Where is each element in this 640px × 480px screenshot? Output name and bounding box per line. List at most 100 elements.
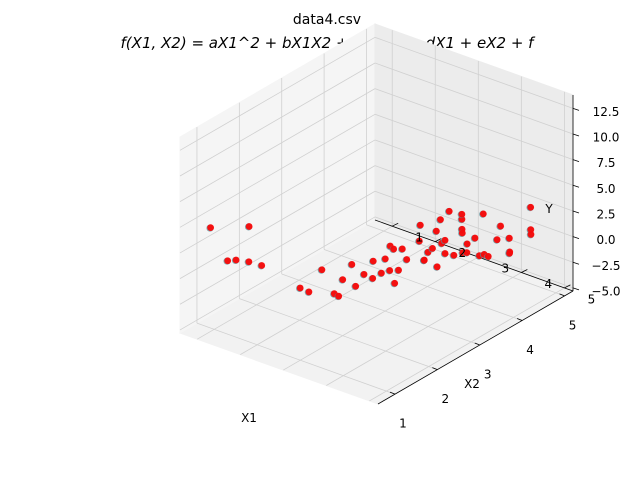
fitted-point [458, 229, 466, 237]
fitted-point [416, 221, 424, 229]
fitted-point [245, 258, 253, 266]
fitted-point [348, 261, 356, 268]
fitted-point [420, 256, 428, 264]
grid-line [179, 216, 376, 331]
fitted-point [450, 251, 458, 259]
fitted-point [369, 257, 377, 265]
fitted-point [506, 249, 513, 257]
fitted-point [369, 274, 377, 282]
z-tick-label: 5.0 [596, 182, 615, 196]
grid-line [323, 249, 523, 321]
grid-line [179, 190, 376, 305]
fitted-point [391, 279, 399, 287]
grid-line [196, 322, 396, 395]
tick-mark [559, 293, 565, 297]
tick-mark [564, 284, 571, 289]
fitted-point [381, 255, 389, 263]
grid-line [179, 139, 376, 254]
grid-line [197, 225, 393, 340]
fitted-point [505, 234, 513, 242]
fitted-point [415, 237, 423, 245]
fitted-point [258, 262, 266, 269]
y-axis-label: X2 [464, 377, 480, 391]
tick-mark [521, 269, 528, 273]
tick-mark [572, 287, 580, 291]
grid-line [374, 216, 574, 289]
grid-line [239, 298, 438, 370]
fitted-point [318, 266, 326, 274]
z-tick-label: −5.0 [591, 284, 620, 298]
z-tick-label: 0.0 [596, 233, 615, 247]
grid-line [179, 88, 376, 202]
y-axis-line [374, 219, 574, 292]
fitted-point [463, 240, 471, 248]
z-tick-label: 7.5 [596, 156, 615, 170]
fitted-point [497, 222, 505, 230]
fitted-point [471, 234, 479, 242]
grid-line [369, 287, 565, 402]
tick-mark [389, 391, 396, 395]
z-axis-label: Y [544, 202, 553, 216]
fitted-point [339, 276, 347, 284]
fitted-point [390, 245, 398, 253]
fitted-point [335, 292, 343, 300]
tick-mark [572, 261, 580, 265]
grid-line [374, 62, 574, 135]
fitted-point [441, 250, 449, 257]
fitted-point [441, 236, 449, 244]
tick-marks [389, 107, 580, 395]
fitted-point [527, 226, 535, 233]
grid-line [374, 88, 574, 161]
grid-line [283, 256, 479, 371]
axes-panes [178, 23, 575, 405]
grid-line [374, 190, 574, 263]
z-tick-label: 12.5 [593, 105, 620, 119]
fitted-point [386, 267, 394, 274]
fitted-point [398, 245, 406, 253]
grid-line [179, 36, 376, 151]
z-tick-label: 2.5 [596, 207, 615, 221]
grid-line [179, 165, 376, 279]
tick-mark [435, 238, 442, 242]
y-tick-label: 3 [501, 262, 509, 276]
x-tick-label: 4 [526, 343, 534, 357]
grid-lines [179, 28, 574, 402]
x-axis-label: X1 [241, 411, 257, 425]
z-tick-label: −2.5 [591, 259, 620, 273]
fitted-point [429, 244, 436, 252]
x-tick-label: 5 [569, 318, 577, 332]
fitted-point [296, 284, 304, 292]
tick-mark [432, 367, 438, 370]
y-tick-label: 5 [588, 292, 596, 306]
x-tick-label: 2 [442, 392, 450, 406]
z-tick-label: 10.0 [593, 130, 620, 144]
chart-subtitle: f(X1, X2) = aX1^2 + bX1X2 + cX2^2 + dX1 … [121, 34, 537, 52]
tick-mark [572, 133, 580, 137]
grid-line [374, 139, 574, 212]
fitted-point [458, 210, 466, 218]
scatter-points [206, 203, 535, 301]
tick-mark [572, 159, 580, 163]
fitted-point [463, 249, 471, 256]
tick-mark [516, 318, 523, 321]
tick-mark [572, 184, 580, 188]
grid-line [366, 224, 565, 297]
grid-line [179, 113, 376, 228]
tick-mark [572, 107, 580, 111]
fitted-point [305, 288, 313, 296]
fitted-point [224, 257, 232, 265]
fitted-point [207, 224, 215, 232]
grid-line [374, 165, 574, 237]
chart-title: data4.csv [293, 12, 361, 28]
axis-lines [374, 95, 574, 405]
grid-line [374, 113, 574, 186]
fitted-point [432, 227, 440, 235]
grid-line [179, 62, 376, 177]
fitted-point [352, 282, 360, 290]
tick-mark [572, 210, 580, 214]
grid-line [326, 272, 522, 386]
y-tick-label: 2 [458, 246, 466, 260]
fitted-point [493, 236, 501, 244]
